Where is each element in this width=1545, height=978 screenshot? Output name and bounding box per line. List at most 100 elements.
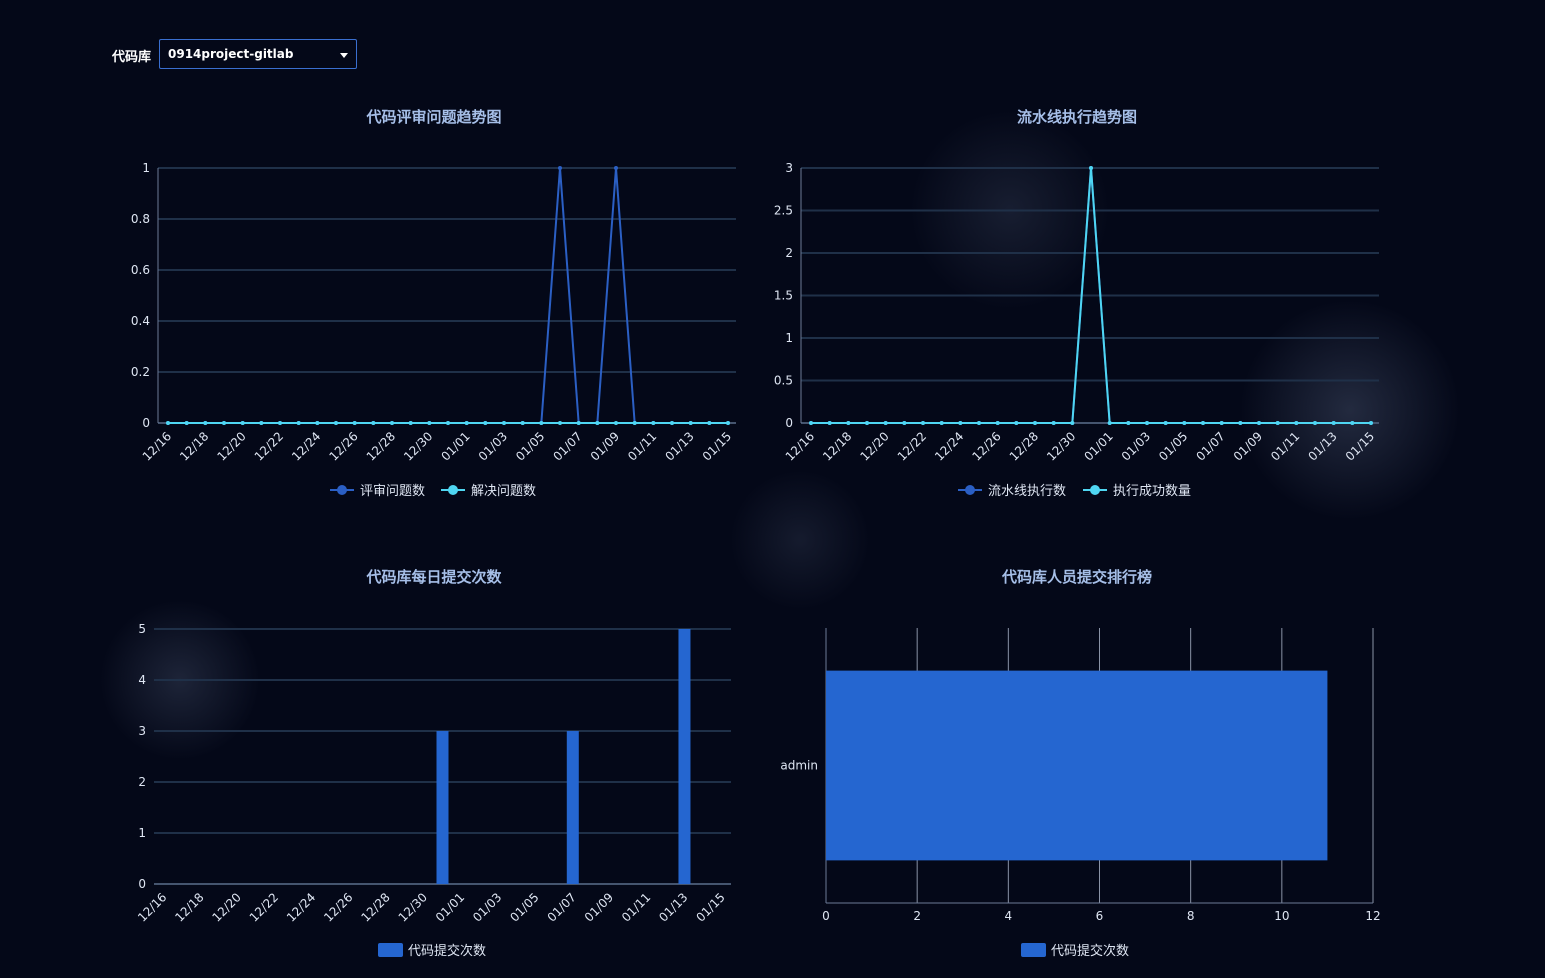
data-point [1313,421,1317,425]
y-tick-label: 1 [138,826,146,840]
legend-marker-icon [337,485,347,495]
x-tick-label: 12/28 [1007,429,1041,463]
y-tick-label: 0.5 [774,374,793,388]
x-tick-label: 01/03 [1119,429,1153,463]
x-tick-label: 01/09 [1231,429,1265,463]
y-tick-label: 4 [138,673,146,687]
x-tick-label: 01/01 [1081,429,1115,463]
data-point [278,421,282,425]
x-tick-label: 01/15 [693,890,727,924]
x-tick-label: 12/20 [857,429,891,463]
x-tick-label: 01/07 [545,890,579,924]
x-tick-label: 12/18 [172,890,206,924]
bar [436,731,449,884]
y-tick-label: 0 [138,877,146,891]
y-tick-label: 2 [138,775,146,789]
data-point [558,166,562,170]
data-point [614,166,618,170]
data-point [883,421,888,425]
data-point [390,421,394,425]
data-point [558,421,562,425]
repo-select-value: 0914project-gitlab [168,47,294,61]
x-tick-label: 01/15 [1343,429,1377,463]
legend-marker-icon [965,485,975,495]
data-point [958,421,963,425]
data-point [203,421,208,425]
y-tick-label: 1.5 [774,289,793,303]
y-tick-label: 1 [785,331,793,345]
data-point [614,421,618,425]
review-chart-title: 代码评审问题趋势图 [366,108,502,126]
y-tick-label: 3 [785,161,793,175]
bar [566,731,579,884]
data-point [483,421,488,425]
x-tick-label: 01/05 [507,890,541,924]
data-point [1145,421,1149,425]
x-tick-label: 01/11 [1268,429,1302,463]
data-point [166,421,170,425]
data-point [1238,421,1243,425]
x-tick-label: 12/28 [358,890,392,924]
x-tick-label: 01/05 [513,429,547,463]
data-point [1033,421,1037,425]
data-point [520,421,525,425]
x-tick-label: 12/16 [135,890,169,924]
data-point [222,421,226,425]
x-tick-label: 12/26 [321,890,355,924]
x-tick-label: 10 [1274,909,1289,923]
data-point [1182,421,1187,425]
repo-select[interactable]: 0914project-gitlab [159,39,357,69]
data-point [371,421,376,425]
x-tick-label: 8 [1187,909,1195,923]
legend-marker-icon [448,485,458,495]
y-tick-label: 0 [785,416,793,430]
x-tick-label: 01/13 [1305,429,1339,463]
data-point [1126,421,1131,425]
data-point [1275,421,1280,425]
data-point [352,421,357,425]
data-point [315,421,320,425]
data-point [408,421,413,425]
x-tick-label: 12/16 [783,429,817,463]
x-tick-label: 12/28 [364,429,398,463]
x-tick-label: 12/26 [326,429,360,463]
data-point [670,421,674,425]
pipeline-chart-title: 流水线执行趋势图 [1016,108,1137,126]
data-point [1350,421,1355,425]
data-point [1089,166,1093,170]
data-point [446,421,450,425]
y-tick-label: 0.8 [131,212,150,226]
x-tick-label: 2 [913,909,921,923]
data-point [651,421,656,425]
data-point [240,421,245,425]
legend-label: 执行成功数量 [1113,484,1191,499]
data-point [939,421,944,425]
data-point [827,421,832,425]
x-tick-label: 12/22 [247,890,281,924]
bar [826,670,1328,861]
legend-label: 代码提交次数 [408,943,486,959]
x-tick-label: 12/20 [210,890,244,924]
data-point [1369,421,1373,425]
data-point [1331,421,1336,425]
x-tick-label: 01/13 [656,890,690,924]
data-point [995,421,1000,425]
ranking-chart-title: 代码库人员提交排行榜 [1001,568,1152,586]
x-tick-label: 01/01 [438,429,472,463]
legend-label: 评审问题数 [360,484,425,499]
x-tick-label: 12/18 [177,429,211,463]
data-point [632,421,637,425]
x-tick-label: 01/07 [550,429,584,463]
x-tick-label: 0 [822,909,830,923]
data-point [846,421,851,425]
y-tick-label: 0.4 [131,314,150,328]
x-tick-label: 01/11 [619,890,653,924]
legend-label: 流水线执行数 [988,484,1066,499]
data-point [1107,421,1112,425]
legend-swatch-icon [378,943,403,957]
x-tick-label: 6 [1096,909,1104,923]
data-point [921,421,925,425]
y-tick-label: 2.5 [774,204,793,218]
data-point [576,421,581,425]
